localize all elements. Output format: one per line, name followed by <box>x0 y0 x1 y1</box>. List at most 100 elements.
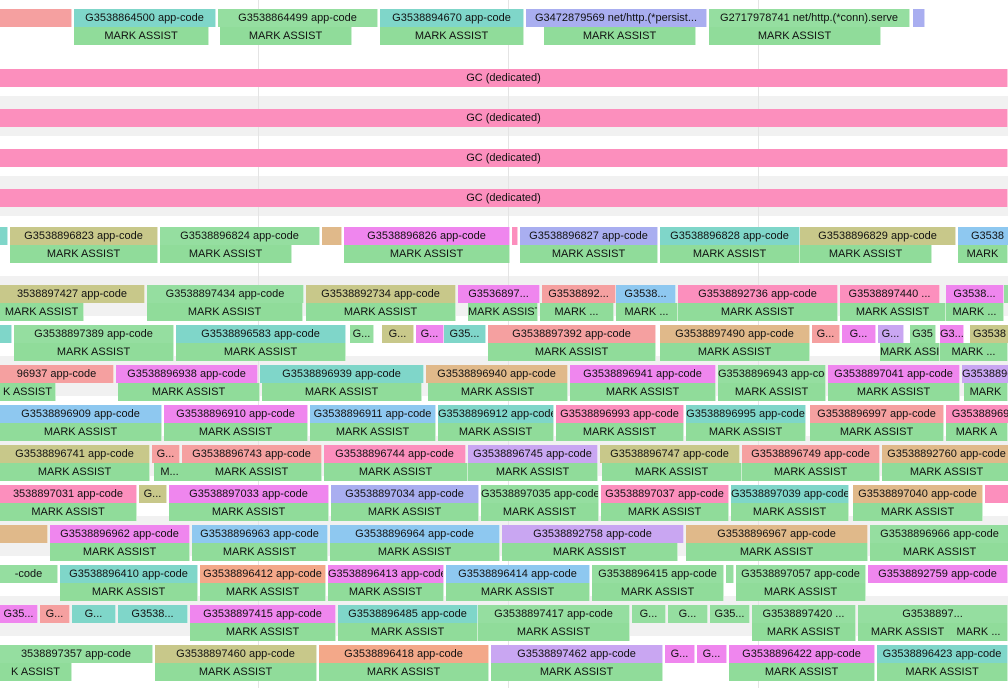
goroutine-slice[interactable]: G3538 <box>970 325 1008 343</box>
mark-assist-slice[interactable]: MARK ... <box>616 303 678 321</box>
goroutine-slice[interactable]: G3472879569 net/http.(*persist... <box>526 9 707 27</box>
goroutine-slice[interactable]: G3538897041 app-code <box>828 365 960 383</box>
goroutine-slice[interactable]: G3538896744 app-code <box>324 445 466 463</box>
goroutine-slice[interactable]: G3538897057 app-code <box>736 565 866 583</box>
mark-assist-slice[interactable]: MARK ASSIST <box>602 463 742 481</box>
mark-assist-slice[interactable]: MARK ASSIST <box>742 463 880 481</box>
mark-assist-slice[interactable]: MARK ASSIST <box>800 245 932 263</box>
mark-assist-slice[interactable]: MARK ASSIST <box>660 245 800 263</box>
mark-assist-slice[interactable]: MARK ASSIST <box>50 543 190 561</box>
goroutine-slice[interactable]: G... <box>350 325 374 343</box>
mark-assist-slice[interactable]: MARK ... <box>940 343 1008 361</box>
mark-assist-slice[interactable]: MARK ASSIST <box>147 303 303 321</box>
goroutine-slice[interactable]: G3538897037 app-code <box>601 485 729 503</box>
mark-assist-slice[interactable]: MARK ASSIST <box>556 423 684 441</box>
goroutine-slice[interactable]: G35 <box>910 325 936 343</box>
goroutine-slice[interactable]: G3538896962 app-code <box>50 525 190 543</box>
goroutine-slice[interactable]: G3538... <box>946 285 1004 303</box>
mark-assist-slice[interactable]: MARK ASSIST <box>520 245 658 263</box>
goroutine-slice[interactable]: G3538897434 app-code <box>147 285 304 303</box>
mark-assist-slice[interactable]: MARK ASSIST <box>709 27 881 45</box>
goroutine-slice[interactable] <box>985 485 1008 503</box>
mark-assist-slice[interactable]: MARK ASSIST <box>478 623 630 641</box>
goroutine-slice[interactable]: G3538897... <box>858 605 1008 623</box>
gc-slice[interactable]: GC (dedicated) <box>0 149 1008 167</box>
goroutine-slice[interactable]: G3538896412 app-code <box>200 565 326 583</box>
goroutine-slice[interactable]: G3538... <box>616 285 676 303</box>
goroutine-slice[interactable]: G... <box>812 325 840 343</box>
mark-assist-slice[interactable]: MARK ASSIST <box>446 583 590 601</box>
goroutine-slice[interactable]: G3538896943 app-code <box>718 365 826 383</box>
mark-assist-slice[interactable]: MARK ASSIST <box>502 543 678 561</box>
goroutine-slice[interactable]: G3538896422 app-code <box>729 645 875 663</box>
mark-assist-slice[interactable]: MARK A <box>946 423 1008 441</box>
mark-assist-slice[interactable]: MARK ASSIST <box>880 343 940 361</box>
goroutine-slice[interactable]: G... <box>40 605 70 623</box>
goroutine-slice[interactable]: G3538896911 app-code <box>310 405 436 423</box>
mark-assist-slice[interactable]: MARK ASSIST <box>328 583 444 601</box>
mark-assist-slice[interactable]: MARK ASSIST <box>200 583 326 601</box>
goroutine-slice[interactable]: G3538896912 app-code <box>438 405 554 423</box>
mark-assist-slice[interactable]: MARK ASSIST <box>0 463 150 481</box>
goroutine-slice[interactable]: G3538896910 app-code <box>164 405 308 423</box>
mark-assist-slice[interactable]: MARK ... <box>540 303 614 321</box>
mark-assist-slice[interactable]: MARK ASSIST <box>10 245 158 263</box>
goroutine-slice[interactable]: G3538897415 app-code <box>190 605 336 623</box>
mark-assist-slice[interactable]: MARK ASSIST <box>338 623 478 641</box>
goroutine-slice[interactable] <box>0 9 72 27</box>
mark-assist-slice[interactable]: MARK ASSIST <box>853 503 983 521</box>
mark-assist-slice[interactable]: MARK ASSIST <box>840 303 946 321</box>
mark-assist-slice[interactable]: MARK ASSIST <box>324 463 468 481</box>
goroutine-slice[interactable]: G3538896828 app-code <box>660 227 800 245</box>
goroutine-slice[interactable]: G3538896826 app-code <box>344 227 510 245</box>
goroutine-slice[interactable]: G... <box>139 485 167 503</box>
goroutine-slice[interactable]: G3538896415 app-code <box>592 565 724 583</box>
goroutine-slice[interactable]: G3538892760 app-code <box>882 445 1008 463</box>
goroutine-slice[interactable] <box>913 9 925 27</box>
goroutine-slice[interactable]: G3538892... <box>542 285 616 303</box>
mark-assist-slice[interactable]: MARK ... <box>946 303 1004 321</box>
goroutine-slice[interactable]: G3538897460 app-code <box>155 645 317 663</box>
goroutine-slice[interactable]: G3538864499 app-code <box>218 9 378 27</box>
goroutine-slice[interactable]: 3538897357 app-code <box>0 645 153 663</box>
mark-assist-slice[interactable]: MARK ASSIST <box>344 245 510 263</box>
goroutine-slice[interactable]: G3538896963 app-code <box>192 525 328 543</box>
goroutine-slice[interactable] <box>322 227 342 245</box>
goroutine-slice[interactable]: G3538864500 app-code <box>74 9 216 27</box>
mark-assist-slice[interactable]: MARK ASSIST <box>0 303 84 321</box>
goroutine-slice[interactable]: G3538897392 app-code <box>488 325 656 343</box>
mark-assist-slice[interactable]: MARK ASSIST <box>330 543 500 561</box>
goroutine-slice[interactable] <box>726 565 734 583</box>
mark-assist-slice[interactable]: MARK ASSIST <box>164 423 308 441</box>
mark-assist-slice[interactable]: MARK ASSIST <box>428 383 568 401</box>
goroutine-slice[interactable]: G3538892734 app-code <box>306 285 456 303</box>
goroutine-slice[interactable]: G3538... <box>118 605 188 623</box>
goroutine-slice[interactable]: G3538896938 app-code <box>116 365 258 383</box>
mark-assist-slice[interactable]: K ASSIST <box>0 383 56 401</box>
goroutine-slice[interactable]: G3538896741 app-code <box>0 445 150 463</box>
mark-assist-slice[interactable]: MARK ASSIST <box>155 663 317 681</box>
gc-slice[interactable]: GC (dedicated) <box>0 189 1008 207</box>
goroutine-slice[interactable] <box>512 227 518 245</box>
goroutine-slice[interactable]: G3538896909 app-code <box>0 405 162 423</box>
mark-assist-slice[interactable]: MARK ASSIST <box>570 383 716 401</box>
mark-assist-slice[interactable]: MARK ASSIST <box>468 463 598 481</box>
goroutine-slice[interactable]: -code <box>0 565 58 583</box>
goroutine-slice[interactable]: G3538896423 app-code <box>877 645 1008 663</box>
goroutine-slice[interactable]: G3538897034 app-code <box>331 485 479 503</box>
mark-assist-slice[interactable]: MARK ASSIST <box>718 383 826 401</box>
goroutine-slice[interactable]: G3538896995 app-code <box>686 405 806 423</box>
mark-assist-slice[interactable]: MARK ASSIST <box>481 503 599 521</box>
goroutine-slice[interactable]: 3538897427 app-code <box>0 285 145 303</box>
mark-assist-slice[interactable]: MARK ASSIST <box>736 583 866 601</box>
goroutine-slice[interactable] <box>0 325 12 343</box>
goroutine-slice[interactable]: 96937 app-code <box>0 365 114 383</box>
mark-assist-slice[interactable]: M... <box>154 463 186 481</box>
goroutine-slice[interactable]: G3538896997 app-code <box>810 405 944 423</box>
mark-assist-slice[interactable]: MARK ASSIST <box>544 27 696 45</box>
goroutine-slice[interactable]: G3538896413 app-code <box>328 565 444 583</box>
goroutine-slice[interactable]: G3538897033 app-code <box>169 485 329 503</box>
goroutine-slice[interactable]: G3538897440 ... <box>840 285 940 303</box>
mark-assist-slice[interactable]: MARK ASSIST <box>877 663 1008 681</box>
goroutine-slice[interactable]: G35... <box>444 325 486 343</box>
